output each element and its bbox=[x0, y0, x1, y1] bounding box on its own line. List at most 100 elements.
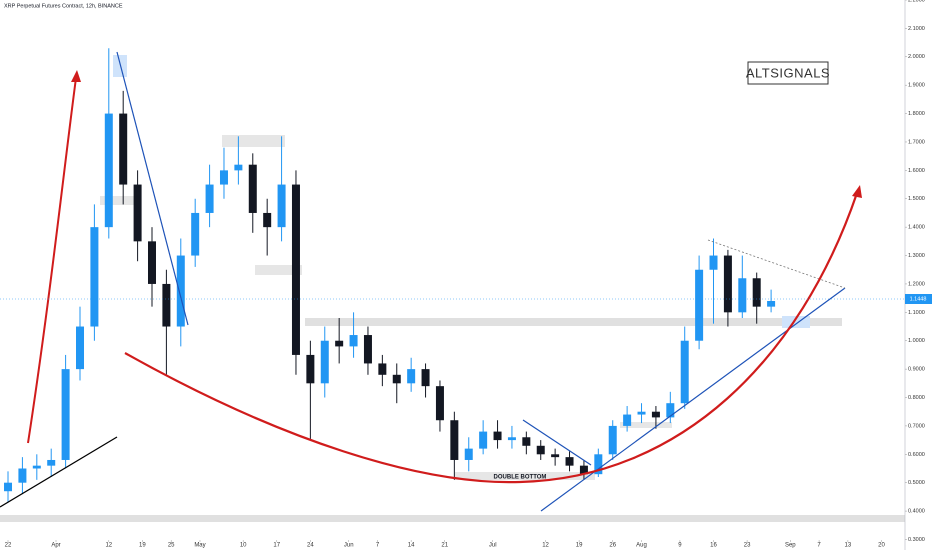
candle-body bbox=[608, 425, 617, 455]
candle-body bbox=[119, 113, 128, 185]
y-tick-label: 1.4000 bbox=[908, 225, 925, 231]
candle-body bbox=[666, 403, 675, 418]
candle-body bbox=[4, 482, 13, 492]
x-tick-label: Aug bbox=[636, 543, 647, 549]
candle-body bbox=[579, 465, 588, 475]
price-axis bbox=[905, 0, 932, 550]
x-tick-label: 19 bbox=[576, 543, 583, 549]
x-tick-label: 25 bbox=[168, 543, 175, 549]
candle-body bbox=[522, 437, 531, 446]
candle-body bbox=[479, 431, 488, 449]
candle-body bbox=[536, 445, 545, 455]
arrow-head bbox=[852, 185, 862, 198]
y-tick-label: 1.6000 bbox=[908, 168, 925, 174]
candle-body bbox=[219, 170, 228, 185]
zone bbox=[100, 196, 140, 205]
price-tag bbox=[905, 294, 932, 304]
x-tick-label: 24 bbox=[307, 543, 314, 549]
candle-body bbox=[234, 164, 243, 171]
y-tick-label: 1.1000 bbox=[908, 310, 925, 316]
y-tick-label: 0.5000 bbox=[908, 480, 925, 486]
candle-body bbox=[392, 374, 401, 384]
candle-body bbox=[493, 431, 502, 441]
y-tick-label: 1.8000 bbox=[908, 111, 925, 117]
zone bbox=[255, 265, 302, 275]
drawings bbox=[0, 51, 905, 512]
watermark-box bbox=[747, 61, 829, 85]
candle-body bbox=[320, 340, 329, 384]
candle-body bbox=[76, 326, 85, 370]
y-tick-label: 0.4000 bbox=[908, 509, 925, 515]
candle-body bbox=[363, 335, 372, 364]
x-tick-label: 23 bbox=[744, 543, 751, 549]
x-tick-label: 7 bbox=[817, 543, 821, 549]
candle-body bbox=[277, 184, 286, 228]
candle-body bbox=[90, 227, 99, 327]
candle-body bbox=[565, 457, 574, 466]
candle-body bbox=[623, 414, 632, 426]
candle-body bbox=[133, 184, 142, 242]
candle-body bbox=[378, 363, 387, 375]
y-tick-label: 1.2000 bbox=[908, 281, 925, 287]
candle-body bbox=[104, 113, 113, 228]
y-tick-label: 2.2000 bbox=[908, 0, 925, 3]
x-tick-label: 26 bbox=[609, 543, 616, 549]
x-tick-label: 7 bbox=[376, 543, 380, 549]
x-tick-label: 10 bbox=[240, 543, 247, 549]
x-tick-label: 16 bbox=[710, 543, 717, 549]
candle-body bbox=[263, 212, 272, 228]
resistance-zone bbox=[305, 318, 842, 326]
zone bbox=[455, 472, 595, 480]
y-tick-label: 0.8000 bbox=[908, 395, 925, 401]
x-tick-label: 22 bbox=[5, 543, 12, 549]
annotation: DOUBLE BOTTOM bbox=[494, 475, 547, 481]
trend-line bbox=[116, 51, 189, 326]
x-tick-label: 9 bbox=[678, 543, 682, 549]
y-tick-label: 2.0000 bbox=[908, 54, 925, 60]
support-zone bbox=[0, 515, 905, 522]
x-tick-label: 12 bbox=[105, 543, 112, 549]
candle-body bbox=[551, 454, 560, 458]
candle-body bbox=[47, 459, 56, 466]
candle-body bbox=[191, 212, 200, 256]
trend-line bbox=[522, 419, 592, 466]
x-tick-label: 21 bbox=[441, 543, 448, 549]
y-tick-label: 1.3000 bbox=[908, 253, 925, 259]
trend-line bbox=[0, 436, 118, 508]
candle-body bbox=[407, 369, 416, 384]
chart-title: XRP Perpetual Futures Contract, 12h, BIN… bbox=[4, 3, 123, 9]
y-tick-label: 2.1000 bbox=[908, 26, 925, 32]
candle-body bbox=[450, 420, 459, 460]
candle-body bbox=[291, 184, 300, 355]
candle-body bbox=[18, 468, 27, 483]
x-tick-label: May bbox=[194, 543, 205, 549]
trend-line bbox=[707, 239, 846, 289]
candle-body bbox=[464, 448, 473, 460]
x-tick-label: 12 bbox=[542, 543, 549, 549]
candle-body bbox=[205, 184, 214, 213]
y-tick-label: 0.6000 bbox=[908, 452, 925, 458]
trend-line bbox=[540, 287, 846, 512]
x-tick-label: Apr bbox=[51, 543, 60, 549]
y-tick-label: 1.7000 bbox=[908, 139, 925, 145]
x-tick-label: 19 bbox=[139, 543, 146, 549]
x-tick-label: Sep bbox=[785, 543, 796, 549]
candle-body bbox=[594, 454, 603, 475]
zones bbox=[0, 55, 905, 522]
zone bbox=[620, 422, 672, 428]
y-tick-label: 1.9000 bbox=[908, 83, 925, 89]
watermark: ALTSIGNALS bbox=[746, 65, 830, 80]
candle-body bbox=[507, 437, 516, 441]
arrow-head bbox=[71, 70, 81, 82]
last-price: 1.1448 bbox=[910, 296, 927, 302]
candle-body bbox=[147, 241, 156, 284]
x-tick-label: Jun bbox=[344, 543, 354, 549]
x-tick-label: 14 bbox=[408, 543, 415, 549]
x-tick-label: Jul bbox=[489, 543, 497, 549]
x-tick-label: 13 bbox=[845, 543, 852, 549]
x-tick-label: 17 bbox=[273, 543, 280, 549]
candles bbox=[4, 48, 776, 503]
y-tick-label: 1.5000 bbox=[908, 196, 925, 202]
candle-body bbox=[162, 283, 171, 327]
candle-body bbox=[709, 255, 718, 270]
